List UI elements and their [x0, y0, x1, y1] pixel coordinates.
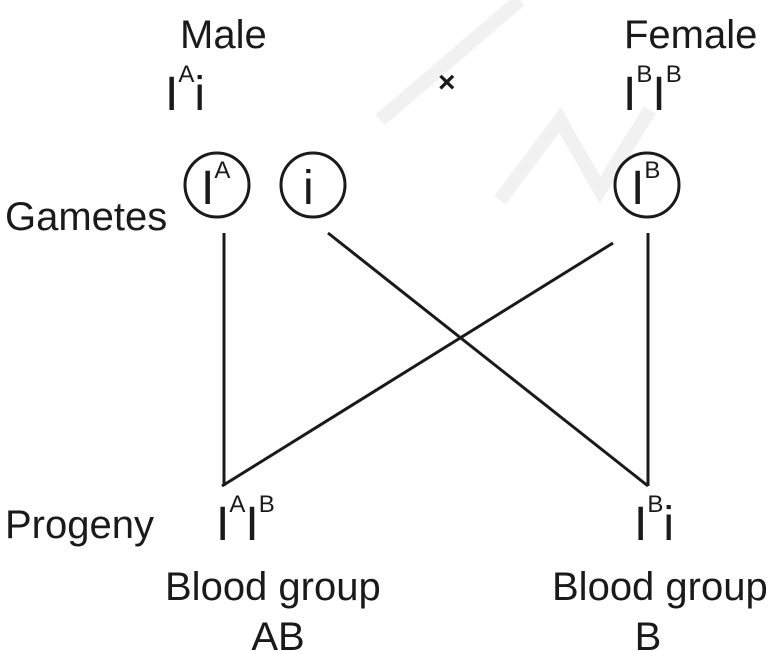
- progeny-label: Progeny: [5, 503, 154, 547]
- progeny-IBi: IBi: [634, 491, 674, 551]
- gamete-i: i: [279, 151, 347, 219]
- male-label: Male: [180, 13, 267, 57]
- svg-text:IB: IB: [631, 157, 660, 215]
- gamete-IA: IA: [183, 151, 251, 219]
- female-label: Female: [624, 13, 757, 57]
- blood-group-b: B: [635, 615, 662, 651]
- svg-text:i: i: [303, 162, 314, 215]
- cross-symbol: ×: [438, 66, 456, 99]
- progeny-IAIB: IAIB: [216, 491, 275, 551]
- watermark: [375, 0, 656, 205]
- svg-text:IA: IA: [201, 157, 230, 215]
- gamete-IB: IB: [613, 151, 681, 219]
- cross-lines: [221, 231, 650, 488]
- male-genotype: IAi: [165, 61, 205, 121]
- gametes-label: Gametes: [5, 195, 167, 239]
- blood-group-ab: AB: [251, 615, 304, 651]
- line-i-to-IBi: [327, 231, 649, 488]
- blood-group-label-ab: Blood group: [165, 565, 381, 609]
- blood-group-label-b: Blood group: [552, 565, 768, 609]
- line-IB-to-IAIB: [221, 241, 614, 488]
- female-genotype: IBIB: [623, 61, 682, 121]
